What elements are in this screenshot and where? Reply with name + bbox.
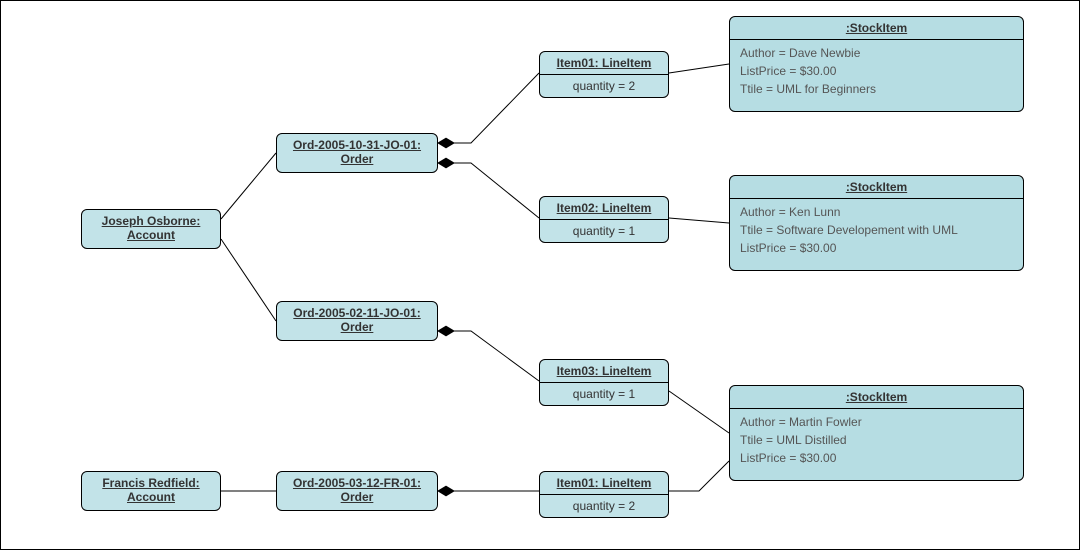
object-attribute: quantity = 1: [540, 219, 668, 242]
object-title: Joseph Osborne: Account: [82, 210, 220, 246]
object-stockitem-1: :StockItem Author = Dave Newbie ListPric…: [729, 16, 1024, 112]
object-account-joseph: Joseph Osborne: Account: [81, 209, 221, 249]
object-title: Item02: LineItem: [540, 197, 668, 219]
object-title: :StockItem: [730, 17, 1023, 39]
object-attribute: quantity = 2: [540, 74, 668, 97]
object-order-3: Ord-2005-03-12-FR-01: Order: [276, 471, 438, 511]
object-lineitem-2: Item02: LineItem quantity = 1: [539, 196, 669, 243]
object-order-1: Ord-2005-10-31-JO-01: Order: [276, 133, 438, 173]
object-lineitem-3: Item03: LineItem quantity = 1: [539, 359, 669, 406]
object-attribute: quantity = 2: [540, 494, 668, 517]
object-attributes: Author = Dave Newbie ListPrice = $30.00 …: [730, 39, 1023, 102]
object-attributes: Author = Martin Fowler Ttile = UML Disti…: [730, 408, 1023, 471]
object-order-2: Ord-2005-02-11-JO-01: Order: [276, 301, 438, 341]
diagram-canvas: Joseph Osborne: Account Francis Redfield…: [0, 0, 1080, 550]
object-title: Ord-2005-03-12-FR-01: Order: [277, 472, 437, 508]
object-title: Item01: LineItem: [540, 52, 668, 74]
object-title: Francis Redfield: Account: [82, 472, 220, 508]
object-attributes: Author = Ken Lunn Ttile = Software Devel…: [730, 198, 1023, 261]
object-title: Item03: LineItem: [540, 360, 668, 382]
object-lineitem-1: Item01: LineItem quantity = 2: [539, 51, 669, 98]
object-title: :StockItem: [730, 386, 1023, 408]
object-account-francis: Francis Redfield: Account: [81, 471, 221, 511]
object-title: Item01: LineItem: [540, 472, 668, 494]
object-stockitem-3: :StockItem Author = Martin Fowler Ttile …: [729, 385, 1024, 481]
object-stockitem-2: :StockItem Author = Ken Lunn Ttile = Sof…: [729, 175, 1024, 271]
object-title: Ord-2005-02-11-JO-01: Order: [277, 302, 437, 338]
object-title: Ord-2005-10-31-JO-01: Order: [277, 134, 437, 170]
object-lineitem-4: Item01: LineItem quantity = 2: [539, 471, 669, 518]
object-attribute: quantity = 1: [540, 382, 668, 405]
object-title: :StockItem: [730, 176, 1023, 198]
